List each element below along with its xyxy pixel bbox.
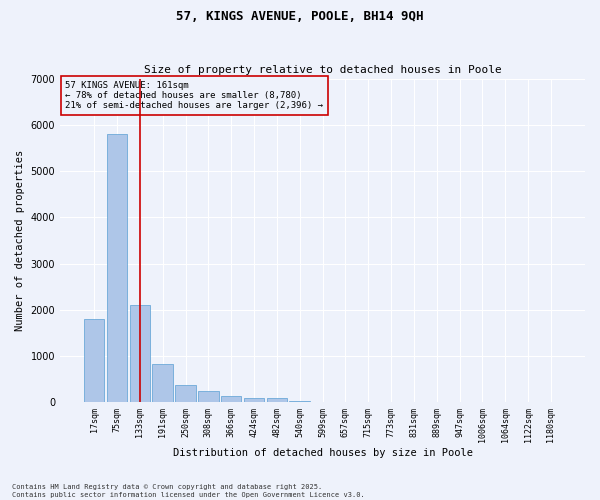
Bar (266, 398, 287, 402)
Bar (289, 400, 310, 402)
Y-axis label: Number of detached properties: Number of detached properties (15, 150, 25, 331)
Bar (107, 134, 127, 402)
Bar (130, 305, 150, 402)
Bar (175, 384, 196, 402)
Bar (84, 319, 104, 402)
Bar (244, 398, 264, 402)
Text: Contains HM Land Registry data © Crown copyright and database right 2025.: Contains HM Land Registry data © Crown c… (12, 484, 322, 490)
Bar (152, 364, 173, 402)
Text: 57, KINGS AVENUE, POOLE, BH14 9QH: 57, KINGS AVENUE, POOLE, BH14 9QH (176, 10, 424, 23)
Text: Contains public sector information licensed under the Open Government Licence v3: Contains public sector information licen… (12, 492, 365, 498)
Bar (221, 396, 241, 402)
Text: 57 KINGS AVENUE: 161sqm
← 78% of detached houses are smaller (8,780)
21% of semi: 57 KINGS AVENUE: 161sqm ← 78% of detache… (65, 80, 323, 110)
X-axis label: Distribution of detached houses by size in Poole: Distribution of detached houses by size … (173, 448, 473, 458)
Title: Size of property relative to detached houses in Poole: Size of property relative to detached ho… (143, 66, 502, 76)
Bar (198, 392, 218, 402)
